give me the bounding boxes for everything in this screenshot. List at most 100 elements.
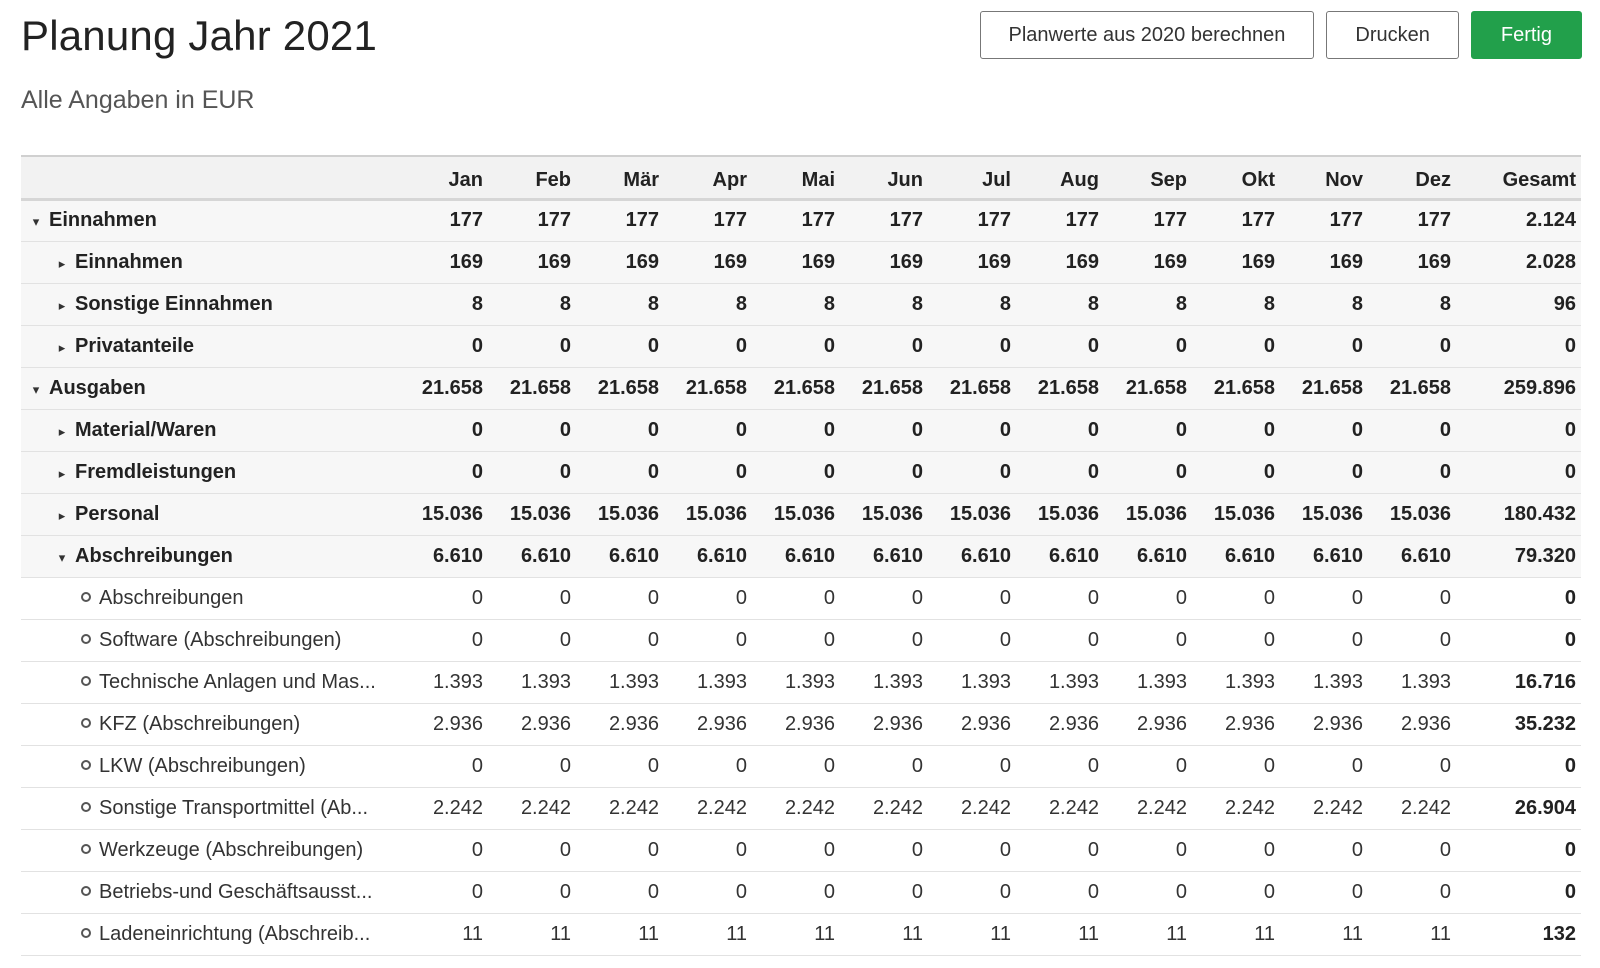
month-value-cell[interactable]: 0 xyxy=(662,829,750,872)
month-value-cell[interactable]: 11 xyxy=(486,913,574,956)
month-value-cell[interactable]: 0 xyxy=(662,619,750,662)
month-value-cell[interactable]: 2.242 xyxy=(750,787,838,830)
table-row[interactable]: ▾ Ausgaben 21.658 21.658 21.658 21.658 21.658 2… xyxy=(21,367,1581,410)
month-value-cell[interactable]: 0 xyxy=(750,619,838,662)
table-row[interactable]: Betriebs-und Geschäftsausst... 0 0 0 0 0 0 0 0 0 0… xyxy=(21,871,1581,914)
month-value-cell[interactable]: 0 xyxy=(1366,577,1454,620)
table-row[interactable]: Werkzeuge (Abschreibungen) 0 0 0 0 0 0 0 0 0 0 0 0 0 xyxy=(21,829,1581,872)
month-value-cell[interactable]: 0 xyxy=(750,829,838,872)
month-value-cell[interactable]: 0 xyxy=(1190,619,1278,662)
month-value-cell[interactable]: 0 xyxy=(662,577,750,620)
table-row[interactable]: ▸ Einnahmen 169 169 169 169 169 169 169 169 169 169… xyxy=(21,241,1581,284)
month-value-cell[interactable]: 2.242 xyxy=(398,787,486,830)
table-row[interactable]: ▸ Privatanteile 0 0 0 0 0 0 0 0 0 0 0 0 0 xyxy=(21,325,1581,368)
month-value-cell[interactable]: 0 xyxy=(1278,871,1366,914)
month-value-cell[interactable]: 1.393 xyxy=(574,661,662,704)
month-value-cell[interactable]: 1.393 xyxy=(1190,661,1278,704)
month-value-cell[interactable]: 0 xyxy=(1102,619,1190,662)
month-value-cell[interactable]: 0 xyxy=(662,745,750,788)
month-value-cell[interactable]: 0 xyxy=(1278,577,1366,620)
month-value-cell[interactable]: 0 xyxy=(486,829,574,872)
month-value-cell[interactable]: 0 xyxy=(662,871,750,914)
month-value-cell[interactable]: 2.242 xyxy=(838,787,926,830)
month-value-cell[interactable]: 1.393 xyxy=(838,661,926,704)
month-value-cell[interactable]: 0 xyxy=(1014,619,1102,662)
month-value-cell[interactable]: 0 xyxy=(1366,745,1454,788)
caret-right-icon[interactable]: ▸ xyxy=(58,423,66,439)
month-value-cell[interactable]: 2.936 xyxy=(486,703,574,746)
month-value-cell[interactable]: 0 xyxy=(838,745,926,788)
month-value-cell[interactable]: 0 xyxy=(926,745,1014,788)
month-value-cell[interactable]: 0 xyxy=(398,577,486,620)
month-value-cell[interactable]: 2.242 xyxy=(662,787,750,830)
month-value-cell[interactable]: 0 xyxy=(1014,745,1102,788)
month-value-cell[interactable]: 11 xyxy=(398,913,486,956)
month-value-cell[interactable]: 1.393 xyxy=(1278,661,1366,704)
caret-right-icon[interactable]: ▸ xyxy=(58,297,66,313)
month-value-cell[interactable]: 0 xyxy=(1366,619,1454,662)
month-value-cell[interactable]: 0 xyxy=(926,829,1014,872)
month-value-cell[interactable]: 0 xyxy=(486,871,574,914)
month-value-cell[interactable]: 2.242 xyxy=(1366,787,1454,830)
month-value-cell[interactable]: 0 xyxy=(838,577,926,620)
month-value-cell[interactable]: 2.936 xyxy=(1190,703,1278,746)
month-value-cell[interactable]: 0 xyxy=(1366,829,1454,872)
month-value-cell[interactable]: 11 xyxy=(750,913,838,956)
month-value-cell[interactable]: 0 xyxy=(574,829,662,872)
month-value-cell[interactable]: 0 xyxy=(1190,745,1278,788)
month-value-cell[interactable]: 11 xyxy=(1014,913,1102,956)
month-value-cell[interactable]: 2.242 xyxy=(1190,787,1278,830)
month-value-cell[interactable]: 0 xyxy=(750,577,838,620)
month-value-cell[interactable]: 0 xyxy=(574,577,662,620)
month-value-cell[interactable]: 11 xyxy=(574,913,662,956)
month-value-cell[interactable]: 0 xyxy=(1278,745,1366,788)
table-row[interactable]: Abschreibungen 0 0 0 0 0 0 0 0 0 0 0 0 0 xyxy=(21,577,1581,620)
caret-down-icon[interactable]: ▾ xyxy=(32,214,40,229)
caret-down-icon[interactable]: ▾ xyxy=(58,549,66,565)
month-value-cell[interactable]: 0 xyxy=(486,577,574,620)
done-button[interactable]: Fertig xyxy=(1470,11,1582,59)
month-value-cell[interactable]: 2.936 xyxy=(662,703,750,746)
month-value-cell[interactable]: 1.393 xyxy=(662,661,750,704)
month-value-cell[interactable]: 0 xyxy=(926,577,1014,620)
month-value-cell[interactable]: 2.936 xyxy=(838,703,926,746)
month-value-cell[interactable]: 0 xyxy=(1102,829,1190,872)
month-value-cell[interactable]: 0 xyxy=(1366,871,1454,914)
caret-down-icon[interactable]: ▾ xyxy=(32,381,40,397)
month-value-cell[interactable]: 0 xyxy=(574,871,662,914)
table-row[interactable]: Software (Abschreibungen) 0 0 0 0 0 0 0 0 0 0 0 0 0 xyxy=(21,619,1581,662)
month-value-cell[interactable]: 11 xyxy=(662,913,750,956)
month-value-cell[interactable]: 11 xyxy=(926,913,1014,956)
month-value-cell[interactable]: 0 xyxy=(574,745,662,788)
caret-right-icon[interactable]: ▸ xyxy=(58,255,66,271)
month-value-cell[interactable]: 11 xyxy=(1190,913,1278,956)
month-value-cell[interactable]: 11 xyxy=(838,913,926,956)
month-value-cell[interactable]: 1.393 xyxy=(1014,661,1102,704)
month-value-cell[interactable]: 0 xyxy=(926,619,1014,662)
month-value-cell[interactable]: 1.393 xyxy=(750,661,838,704)
table-row[interactable]: KFZ (Abschreibungen) 2.936 2.936 2.936 2.936… xyxy=(21,703,1581,746)
month-value-cell[interactable]: 2.936 xyxy=(1278,703,1366,746)
month-value-cell[interactable]: 0 xyxy=(1014,829,1102,872)
month-value-cell[interactable]: 2.242 xyxy=(1102,787,1190,830)
month-value-cell[interactable]: 1.393 xyxy=(1366,661,1454,704)
month-value-cell[interactable]: 0 xyxy=(486,745,574,788)
month-value-cell[interactable]: 0 xyxy=(750,871,838,914)
month-value-cell[interactable]: 2.936 xyxy=(1102,703,1190,746)
month-value-cell[interactable]: 11 xyxy=(1102,913,1190,956)
month-value-cell[interactable]: 0 xyxy=(1190,871,1278,914)
table-row[interactable]: ▸ Material/Waren 0 0 0 0 0 0 0 0 0 0 0 0 0 xyxy=(21,409,1581,452)
month-value-cell[interactable]: 0 xyxy=(926,871,1014,914)
month-value-cell[interactable]: 2.936 xyxy=(750,703,838,746)
table-row[interactable]: ▾ Abschreibungen 6.610 6.610 6.610 6.610 6.610… xyxy=(21,535,1581,578)
month-value-cell[interactable]: 0 xyxy=(574,619,662,662)
month-value-cell[interactable]: 2.936 xyxy=(926,703,1014,746)
month-value-cell[interactable]: 2.242 xyxy=(926,787,1014,830)
month-value-cell[interactable]: 2.936 xyxy=(1366,703,1454,746)
month-value-cell[interactable]: 2.242 xyxy=(486,787,574,830)
month-value-cell[interactable]: 11 xyxy=(1366,913,1454,956)
month-value-cell[interactable]: 2.936 xyxy=(1014,703,1102,746)
month-value-cell[interactable]: 1.393 xyxy=(398,661,486,704)
table-row[interactable]: LKW (Abschreibungen) 0 0 0 0 0 0 0 0 0 0 0 0 0 xyxy=(21,745,1581,788)
month-value-cell[interactable]: 2.242 xyxy=(1278,787,1366,830)
